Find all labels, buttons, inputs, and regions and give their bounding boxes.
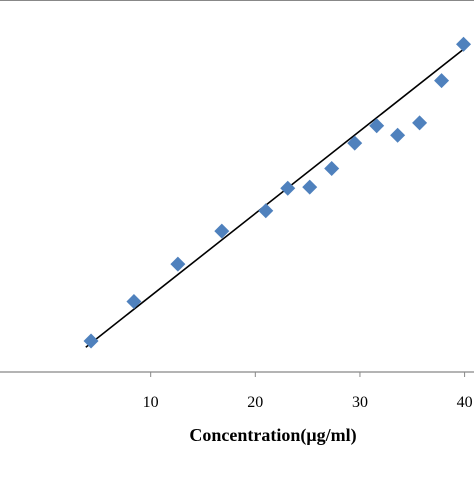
data-point (456, 36, 472, 52)
data-point (258, 203, 274, 219)
trendline (85, 44, 470, 348)
data-point (412, 115, 428, 131)
x-tick-label: 10 (143, 394, 159, 411)
trendline-group (85, 44, 470, 348)
data-point (369, 118, 385, 134)
data-point (324, 161, 340, 177)
data-point (347, 135, 363, 151)
data-point (302, 179, 318, 195)
data-point (214, 223, 230, 239)
data-point (434, 73, 450, 89)
data-points (83, 36, 472, 349)
data-point (390, 127, 406, 143)
axes: 10 20 30 40 (0, 0, 474, 411)
data-point (280, 180, 296, 196)
data-point (170, 256, 186, 272)
x-tick-label: 20 (247, 394, 263, 411)
x-tick-label: 30 (352, 394, 368, 411)
x-axis-title: Concentration(μg/ml) (189, 425, 356, 446)
x-tick-label: 40 (457, 394, 473, 411)
data-point (83, 333, 99, 349)
data-point (126, 294, 142, 310)
